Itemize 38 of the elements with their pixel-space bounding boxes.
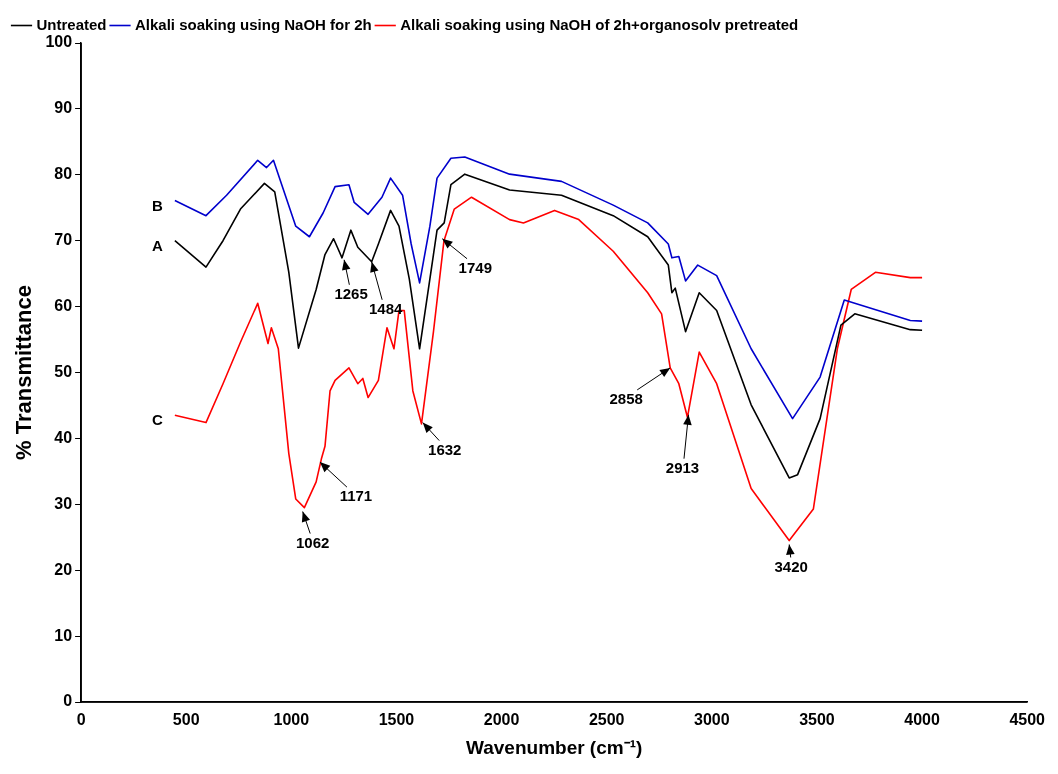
annotation: 1062 — [296, 533, 330, 551]
legend-label: Untreated — [36, 15, 107, 33]
x-tick-label: 4500 — [1009, 711, 1046, 729]
y-tick-label: 50 — [54, 362, 73, 380]
annotation: A — [152, 236, 164, 254]
y-tick-label: 30 — [54, 494, 73, 512]
x-tick-label: 2500 — [588, 711, 625, 729]
y-tick-label: 90 — [54, 99, 73, 117]
x-tick-label: 4000 — [904, 711, 940, 729]
y-tick-label: 20 — [54, 560, 73, 578]
y-tick-label: 10 — [54, 626, 73, 644]
annotation: 1171 — [339, 487, 373, 505]
y-tick-label: 60 — [54, 297, 73, 315]
y-tick-label: 100 — [45, 33, 73, 51]
x-tick-label: 3000 — [694, 711, 730, 729]
annotation: 1632 — [428, 440, 462, 458]
x-axis-title: Wavenumber (cm⁻¹) — [465, 736, 643, 758]
y-tick-label: 40 — [54, 428, 73, 446]
annotation: 2858 — [609, 390, 643, 408]
legend-label: Alkali soaking using NaOH of 2h+organosolv pretreated — [400, 15, 799, 33]
annotation: B — [152, 196, 164, 214]
annotation: C — [152, 411, 164, 429]
x-tick-label: 500 — [172, 711, 200, 729]
annotation: 3420 — [774, 557, 808, 575]
x-tick-label: 0 — [76, 711, 86, 729]
y-axis-title: % Transmittance — [11, 285, 37, 460]
y-tick-label: 70 — [54, 231, 73, 249]
x-tick-label: 1000 — [273, 711, 310, 729]
annotation: 1265 — [334, 284, 368, 302]
annotation: 1484 — [368, 299, 403, 317]
annotation: 2913 — [665, 458, 700, 476]
y-tick-label: 80 — [54, 165, 73, 183]
legend-label: Alkali soaking using NaOH for 2h — [135, 15, 372, 33]
x-tick-label: 3500 — [799, 711, 835, 729]
annotation: 1749 — [458, 258, 492, 276]
x-tick-label: 2000 — [483, 711, 520, 729]
y-tick-label: 0 — [63, 692, 73, 710]
x-tick-label: 1500 — [378, 711, 415, 729]
